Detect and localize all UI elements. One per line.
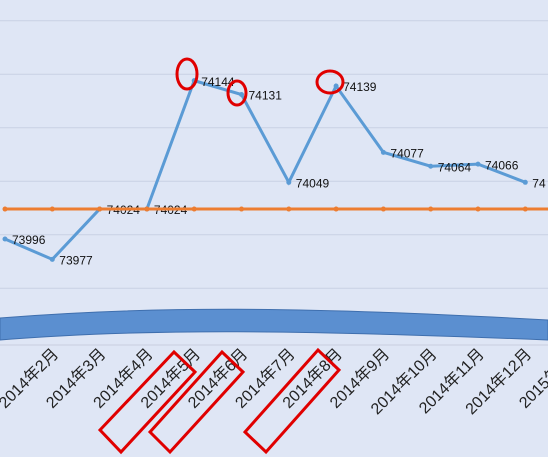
point bbox=[144, 206, 150, 212]
point bbox=[286, 179, 292, 185]
point bbox=[428, 206, 434, 212]
point bbox=[286, 206, 292, 212]
data-label: 73977 bbox=[59, 254, 93, 268]
data-label: 74144 bbox=[201, 75, 235, 89]
highlight-circle bbox=[175, 57, 199, 91]
data-label: 74 bbox=[532, 176, 546, 190]
point bbox=[333, 206, 339, 212]
point bbox=[475, 161, 481, 167]
point bbox=[2, 206, 8, 212]
point bbox=[97, 206, 103, 212]
point bbox=[428, 163, 434, 169]
highlight-box bbox=[97, 349, 198, 455]
data-label: 74049 bbox=[296, 176, 330, 190]
data-label: 74131 bbox=[249, 89, 283, 103]
point bbox=[49, 206, 55, 212]
highlight-circle bbox=[315, 69, 345, 95]
point bbox=[475, 206, 481, 212]
point bbox=[522, 206, 528, 212]
point bbox=[2, 236, 8, 242]
point bbox=[380, 206, 386, 212]
point bbox=[191, 206, 197, 212]
highlight-box bbox=[242, 347, 342, 455]
point bbox=[49, 256, 55, 262]
data-label: 74064 bbox=[438, 160, 472, 174]
data-label: 74066 bbox=[485, 158, 519, 172]
point bbox=[239, 206, 244, 212]
point bbox=[522, 179, 528, 185]
band bbox=[0, 308, 548, 341]
data-label: 74077 bbox=[390, 147, 424, 161]
series-line bbox=[4, 78, 526, 262]
highlight-box bbox=[147, 349, 246, 455]
annotations bbox=[97, 57, 345, 455]
data-label: 74139 bbox=[343, 80, 377, 94]
point bbox=[333, 83, 339, 89]
point bbox=[380, 149, 386, 155]
highlight-circle bbox=[226, 79, 248, 107]
point bbox=[239, 92, 244, 98]
data-label: 73996 bbox=[12, 233, 46, 247]
